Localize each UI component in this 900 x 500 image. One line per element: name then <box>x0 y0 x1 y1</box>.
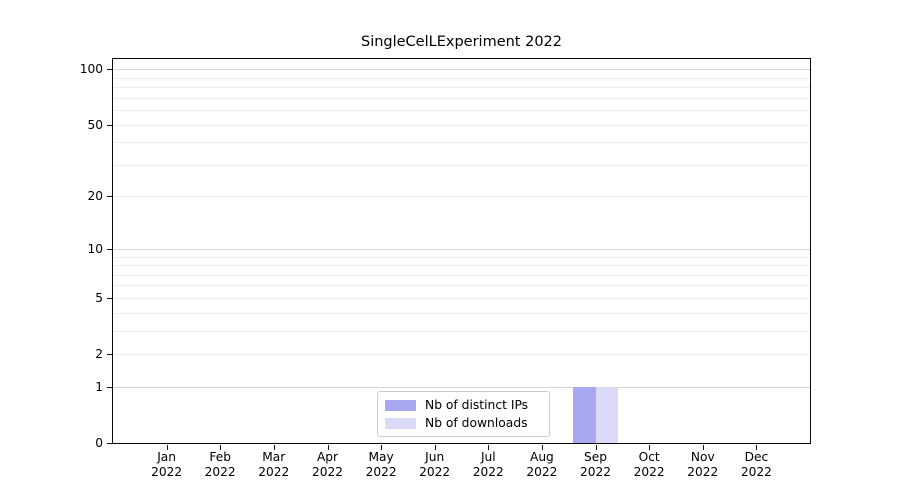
y-tick-label: 10 <box>87 241 103 256</box>
major-gridline <box>113 69 810 71</box>
minor-gridline <box>113 256 810 258</box>
x-tick-month: Jun <box>425 450 445 464</box>
minor-gridline <box>113 196 810 198</box>
legend-item-distinct-ips: Nb of distinct IPs <box>385 396 542 414</box>
x-tick-month: Feb <box>209 450 231 464</box>
minor-gridline <box>113 110 810 112</box>
x-tick-year: 2022 <box>579 465 612 479</box>
x-axis-tick <box>434 445 436 450</box>
y-tick-label: 20 <box>87 189 103 204</box>
minor-gridline <box>113 297 810 299</box>
minor-gridline <box>113 274 810 276</box>
bar-downloads <box>595 386 618 443</box>
x-tick-label: Dec 2022 <box>716 450 796 480</box>
x-axis-tick <box>327 445 329 450</box>
minor-gridline <box>113 142 810 144</box>
x-tick-year: 2022 <box>311 465 344 479</box>
minor-gridline <box>113 87 810 89</box>
y-axis-tick <box>107 386 112 388</box>
x-tick-month: Jan <box>157 450 176 464</box>
x-axis-tick <box>649 445 651 450</box>
minor-gridline <box>113 97 810 99</box>
x-tick-month: Dec <box>744 450 769 464</box>
x-tick-year: 2022 <box>419 465 451 479</box>
legend-swatch-downloads <box>385 417 416 429</box>
x-tick-year: 2022 <box>472 465 504 479</box>
major-gridline <box>113 248 810 250</box>
x-tick-label: Jun 2022 <box>395 450 475 480</box>
bar-distinct-ips <box>573 386 596 443</box>
x-tick-label: Jul 2022 <box>448 450 528 480</box>
y-axis-tick <box>107 69 112 71</box>
x-tick-month: Sep <box>584 450 607 464</box>
x-axis-tick <box>166 445 168 450</box>
x-tick-month: Jul <box>480 450 496 464</box>
minor-gridline <box>113 312 810 314</box>
x-tick-year: 2022 <box>633 465 665 479</box>
y-axis-tick <box>107 248 112 250</box>
x-tick-year: 2022 <box>740 465 772 479</box>
x-axis-tick <box>273 445 275 450</box>
x-tick-label: Nov 2022 <box>663 450 743 480</box>
y-axis-tick <box>107 124 112 126</box>
x-axis-tick <box>381 445 383 450</box>
legend-label-downloads: Nb of downloads <box>425 416 528 430</box>
x-tick-month: May <box>368 450 394 464</box>
chart-title: SingleCelLExperiment 2022 <box>360 34 563 50</box>
minor-gridline <box>113 265 810 267</box>
y-tick-label: 100 <box>79 62 103 77</box>
x-axis-tick <box>220 445 222 450</box>
plot-area: SingleCelLExperiment 2022 0 1 2 5 10 20 50 100 J… <box>80 34 811 479</box>
x-tick-year: 2022 <box>365 465 397 479</box>
y-tick-label: 0 <box>95 436 103 450</box>
x-tick-year: 2022 <box>687 465 719 479</box>
x-tick-year: 2022 <box>204 465 236 479</box>
y-tick-label: 1 <box>95 379 103 394</box>
x-tick-year: 2022 <box>258 465 290 479</box>
minor-gridline <box>113 124 810 126</box>
x-tick-month: Aug <box>529 450 554 464</box>
x-tick-label: Feb 2022 <box>180 450 260 480</box>
y-tick-label: 5 <box>95 290 103 305</box>
x-tick-month: Nov <box>690 450 715 464</box>
minor-gridline <box>113 330 810 332</box>
x-tick-month: Oct <box>638 450 660 464</box>
x-tick-label: Mar 2022 <box>234 450 314 480</box>
x-axis-tick <box>541 445 543 450</box>
y-axis-tick <box>107 297 112 299</box>
minor-gridline <box>113 354 810 355</box>
x-tick-year: 2022 <box>526 465 558 479</box>
x-axis-tick <box>595 445 597 450</box>
x-tick-label: May 2022 <box>341 450 421 480</box>
legend-item-downloads: Nb of downloads <box>385 414 542 432</box>
legend: Nb of distinct IPs Nb of downloads <box>377 391 550 437</box>
legend-swatch-distinct-ips <box>385 399 416 411</box>
minor-gridline <box>113 77 810 79</box>
y-axis-tick <box>107 354 112 355</box>
y-axis-tick <box>107 443 112 444</box>
x-tick-label: Apr 2022 <box>288 450 368 480</box>
x-tick-month: Apr <box>316 450 339 464</box>
major-gridline <box>113 386 810 388</box>
minor-gridline <box>113 285 810 287</box>
x-axis-tick <box>702 445 704 450</box>
x-tick-label: Oct 2022 <box>609 450 689 480</box>
y-axis-tick <box>107 196 112 198</box>
x-tick-label: Aug 2022 <box>502 450 582 480</box>
x-tick-label: Sep 2022 <box>556 450 636 480</box>
x-axis-tick <box>756 445 758 450</box>
y-tick-label: 2 <box>95 347 103 361</box>
legend-label-distinct-ips: Nb of distinct IPs <box>425 398 529 412</box>
x-tick-label: Jan 2022 <box>127 450 207 480</box>
x-tick-year: 2022 <box>151 465 183 479</box>
y-tick-label: 50 <box>87 117 103 132</box>
minor-gridline <box>113 164 810 166</box>
x-axis-tick <box>488 445 490 450</box>
x-tick-month: Mar <box>262 450 286 464</box>
